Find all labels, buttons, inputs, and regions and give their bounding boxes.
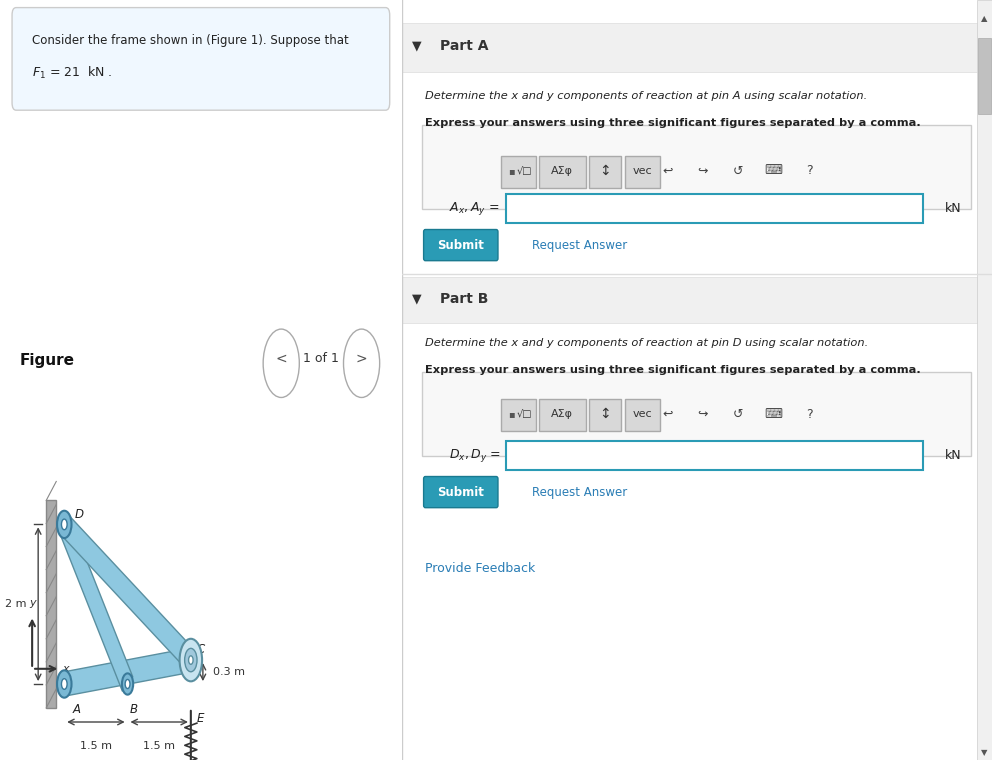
FancyBboxPatch shape [423, 372, 971, 456]
Bar [47, 501, 57, 708]
Text: y: y [29, 598, 36, 608]
Text: $D_x, D_y$ =: $D_x, D_y$ = [449, 447, 501, 464]
FancyBboxPatch shape [402, 23, 992, 72]
Circle shape [58, 511, 71, 538]
Text: AΣφ: AΣφ [552, 166, 573, 176]
FancyBboxPatch shape [589, 156, 621, 188]
Text: ▲: ▲ [981, 14, 988, 24]
FancyBboxPatch shape [625, 399, 660, 431]
Circle shape [122, 673, 133, 695]
FancyBboxPatch shape [625, 156, 660, 188]
Text: Express your answers using three significant figures separated by a comma.: Express your answers using three signifi… [426, 118, 922, 128]
Text: Part B: Part B [440, 292, 488, 306]
Text: x: x [62, 663, 68, 674]
Text: $A_x, A_y$ =: $A_x, A_y$ = [449, 200, 499, 217]
Text: Submit: Submit [437, 239, 484, 252]
Text: ↕: ↕ [599, 407, 611, 421]
Text: ↩: ↩ [662, 164, 673, 178]
Polygon shape [62, 514, 194, 670]
Text: Express your answers using three significant figures separated by a comma.: Express your answers using three signifi… [426, 365, 922, 375]
Circle shape [62, 679, 67, 689]
Text: ⌨: ⌨ [765, 407, 783, 421]
Text: ▪: ▪ [508, 166, 515, 176]
FancyBboxPatch shape [423, 125, 971, 209]
FancyBboxPatch shape [501, 399, 536, 431]
FancyBboxPatch shape [540, 156, 586, 188]
Text: Request Answer: Request Answer [532, 486, 627, 499]
Text: 1.5 m: 1.5 m [143, 741, 176, 751]
Circle shape [62, 519, 67, 530]
FancyBboxPatch shape [424, 230, 498, 261]
Text: Provide Feedback: Provide Feedback [426, 562, 536, 575]
FancyBboxPatch shape [501, 156, 536, 188]
Text: ↺: ↺ [733, 164, 743, 178]
Text: √□: √□ [517, 409, 533, 420]
FancyBboxPatch shape [506, 194, 923, 223]
Polygon shape [63, 648, 191, 696]
Text: B: B [130, 703, 138, 716]
Text: ↪: ↪ [697, 407, 708, 421]
Text: ?: ? [806, 407, 812, 421]
Text: kN: kN [944, 448, 961, 462]
Text: Consider the frame shown in (Figure 1). Suppose that: Consider the frame shown in (Figure 1). … [32, 34, 349, 47]
Text: √□: √□ [517, 166, 533, 176]
Text: D: D [74, 508, 83, 521]
FancyBboxPatch shape [506, 441, 923, 470]
FancyBboxPatch shape [402, 277, 992, 323]
Text: C: C [196, 643, 205, 656]
Text: Submit: Submit [437, 486, 484, 499]
Text: ↺: ↺ [733, 407, 743, 421]
Text: ▼: ▼ [412, 292, 422, 306]
Text: ↕: ↕ [599, 164, 611, 178]
Text: ⌨: ⌨ [765, 164, 783, 178]
Text: vec: vec [632, 409, 652, 420]
Circle shape [125, 679, 130, 689]
Text: 0.3 m: 0.3 m [213, 667, 245, 677]
Text: ↩: ↩ [662, 407, 673, 421]
Circle shape [58, 670, 71, 698]
FancyBboxPatch shape [12, 8, 390, 110]
Text: Figure: Figure [20, 353, 75, 369]
Text: vec: vec [632, 166, 652, 176]
Text: ▪: ▪ [508, 409, 515, 420]
Text: 1.5 m: 1.5 m [80, 741, 112, 751]
Text: 1 of 1: 1 of 1 [304, 352, 339, 365]
Bar [978, 38, 991, 114]
Text: $F_1$ = 21  kN .: $F_1$ = 21 kN . [32, 65, 113, 81]
Text: >: > [356, 352, 367, 366]
Text: E: E [196, 711, 204, 725]
Text: kN: kN [944, 201, 961, 215]
Text: Determine the x and y components of reaction at pin D using scalar notation.: Determine the x and y components of reac… [426, 338, 869, 348]
Text: ↪: ↪ [697, 164, 708, 178]
Text: 2 m: 2 m [5, 599, 26, 610]
Circle shape [180, 638, 202, 681]
Text: ▼: ▼ [412, 39, 422, 52]
Text: Request Answer: Request Answer [532, 239, 627, 252]
Text: AΣφ: AΣφ [552, 409, 573, 420]
FancyBboxPatch shape [540, 399, 586, 431]
Text: <: < [276, 352, 287, 366]
Bar [977, 0, 992, 760]
Text: ▼: ▼ [981, 748, 988, 757]
Text: Part A: Part A [440, 39, 489, 52]
Polygon shape [60, 517, 133, 692]
Text: Determine the x and y components of reaction at pin A using scalar notation.: Determine the x and y components of reac… [426, 91, 868, 101]
Circle shape [185, 648, 197, 672]
Circle shape [188, 656, 193, 664]
FancyBboxPatch shape [589, 399, 621, 431]
FancyBboxPatch shape [424, 477, 498, 508]
Text: A: A [72, 703, 80, 716]
Text: ?: ? [806, 164, 812, 178]
